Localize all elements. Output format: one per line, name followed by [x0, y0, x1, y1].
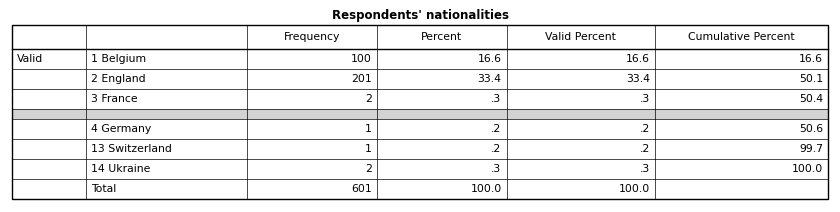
Text: 50.4: 50.4 [799, 94, 823, 104]
Text: 33.4: 33.4 [626, 74, 650, 84]
Text: 16.6: 16.6 [799, 54, 823, 64]
Text: 1: 1 [365, 144, 372, 154]
Text: Total: Total [92, 184, 117, 194]
Text: .2: .2 [639, 144, 650, 154]
Text: 33.4: 33.4 [478, 74, 501, 84]
Text: 2: 2 [365, 94, 372, 104]
Text: 100: 100 [351, 54, 372, 64]
Text: .3: .3 [639, 164, 650, 174]
Text: 13 Switzerland: 13 Switzerland [92, 144, 172, 154]
Text: .3: .3 [491, 94, 501, 104]
Text: Respondents' nationalities: Respondents' nationalities [332, 8, 508, 21]
Text: Valid: Valid [17, 54, 43, 64]
Text: 99.7: 99.7 [799, 144, 823, 154]
Text: .2: .2 [491, 144, 501, 154]
Text: 2: 2 [365, 164, 372, 174]
Text: Percent: Percent [421, 32, 462, 42]
Text: 100.0: 100.0 [792, 164, 823, 174]
Text: .3: .3 [491, 164, 501, 174]
Text: 100.0: 100.0 [470, 184, 501, 194]
Bar [12, 25, 828, 199]
Text: 3 France: 3 France [92, 94, 138, 104]
Text: 2 England: 2 England [92, 74, 146, 84]
Text: 601: 601 [351, 184, 372, 194]
Text: .2: .2 [491, 124, 501, 134]
Text: 14 Ukraine: 14 Ukraine [92, 164, 150, 174]
Text: .2: .2 [639, 124, 650, 134]
Text: 1: 1 [365, 124, 372, 134]
Bar [12, 25, 828, 199]
Text: 16.6: 16.6 [478, 54, 501, 64]
Bar [12, 109, 828, 119]
Text: 50.6: 50.6 [799, 124, 823, 134]
Text: 100.0: 100.0 [618, 184, 650, 194]
Text: 50.1: 50.1 [799, 74, 823, 84]
Text: 1 Belgium: 1 Belgium [92, 54, 146, 64]
Text: Valid Percent: Valid Percent [545, 32, 617, 42]
Text: 201: 201 [351, 74, 372, 84]
Text: Frequency: Frequency [284, 32, 340, 42]
Text: Cumulative Percent: Cumulative Percent [688, 32, 795, 42]
Text: 4 Germany: 4 Germany [92, 124, 151, 134]
Text: 16.6: 16.6 [626, 54, 650, 64]
Text: .3: .3 [639, 94, 650, 104]
